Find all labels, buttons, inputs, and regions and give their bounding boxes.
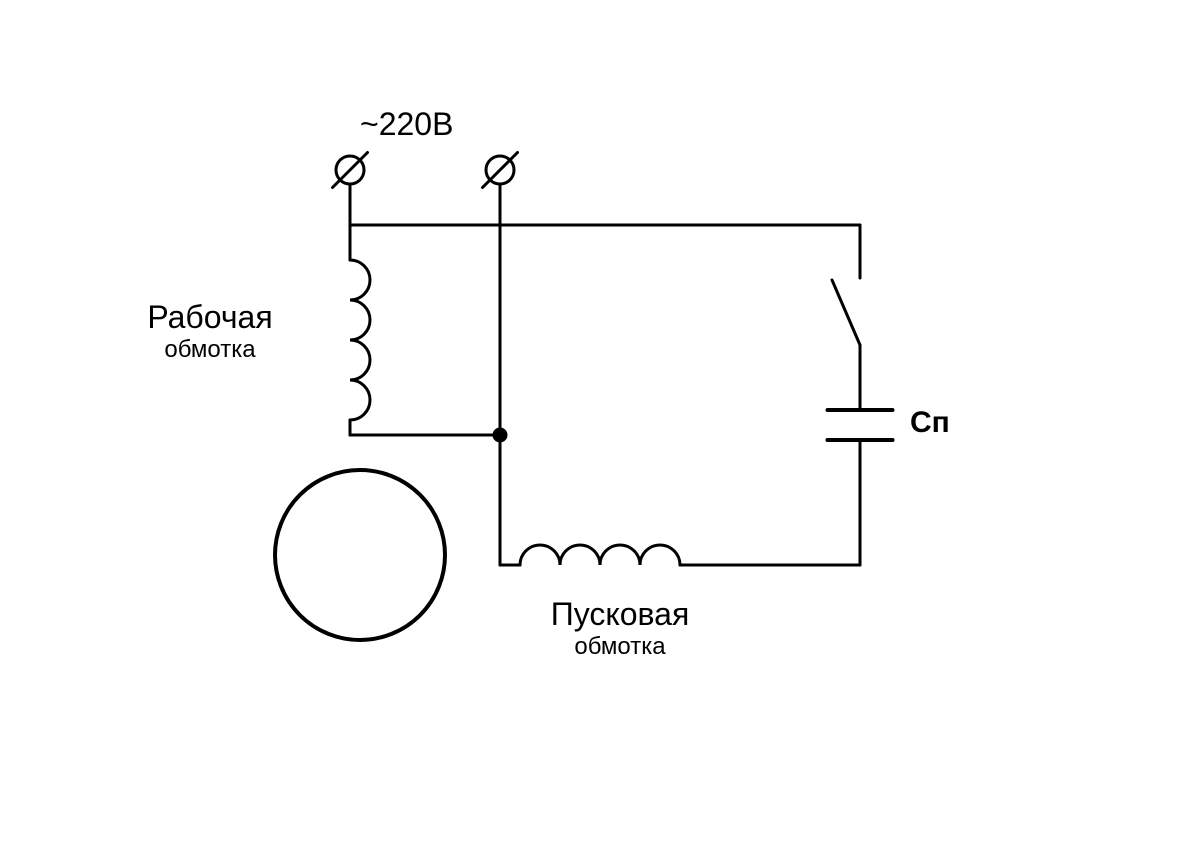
capacitor-label: Сп xyxy=(910,405,950,441)
voltage-label: ~220В xyxy=(360,105,453,143)
main-winding-label: Рабочая обмотка xyxy=(125,298,295,365)
circuit-diagram xyxy=(0,0,1200,852)
start-winding-label: Пусковая обмотка xyxy=(520,595,720,662)
